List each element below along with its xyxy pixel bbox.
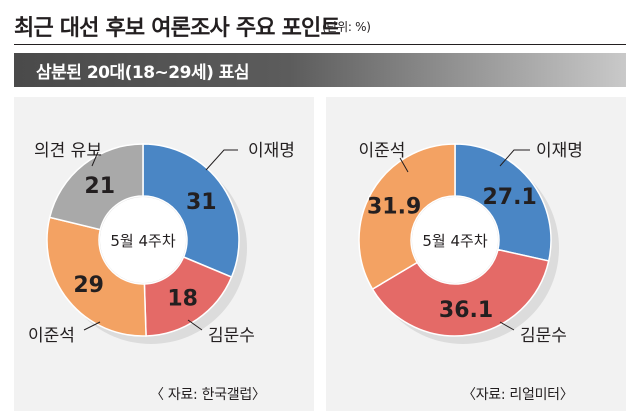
- title-divider: [14, 44, 626, 45]
- donut-slice: [454, 143, 552, 262]
- center-label: 5월 4주차: [422, 232, 487, 250]
- donut-slice: [371, 248, 550, 337]
- slice-value-label: 29: [73, 273, 104, 298]
- slice-value-label: 31: [186, 190, 217, 215]
- banner-text: 삼분된 20대(18~29세) 표심: [36, 63, 250, 83]
- callout-line: [187, 319, 203, 331]
- donut-hole: [412, 197, 498, 283]
- callout-line: [499, 149, 530, 167]
- donut-slice: [142, 143, 240, 279]
- callout-line: [83, 321, 101, 331]
- slice-value-label: 31.9: [367, 194, 421, 219]
- slice-name-label: 김문수: [208, 326, 255, 346]
- slice-name-label: 이재명: [248, 141, 295, 161]
- slice-value-label: 21: [84, 174, 115, 199]
- source-gallup: 〈 자료: 한국갤럽〉: [150, 387, 266, 403]
- callout-line: [499, 321, 515, 331]
- slice-value-label: 36.1: [439, 298, 493, 323]
- slice-value-label: 18: [167, 287, 198, 312]
- source-realmeter: 〈자료: 리얼미터〉: [462, 387, 574, 403]
- callout-line: [91, 151, 99, 167]
- center-label: 5월 4주차: [110, 232, 175, 250]
- slice-name-label: 의견 유보: [34, 141, 102, 161]
- page-title: 최근 대선 후보 여론조사 주요 포인트: [14, 16, 341, 41]
- donut-slice: [48, 143, 144, 231]
- section-banner: 삼분된 20대(18~29세) 표심: [14, 53, 626, 87]
- slice-name-label: 이준석: [28, 326, 75, 346]
- slice-name-label: 이재명: [536, 141, 583, 161]
- callout-line: [205, 149, 238, 171]
- donut-slice: [46, 216, 147, 337]
- donut-hole: [100, 197, 186, 283]
- slice-value-label: 27.1: [482, 185, 536, 210]
- unit-label: (단위: %): [322, 20, 371, 34]
- callout-line: [399, 157, 409, 173]
- slice-name-label: 이준석: [359, 141, 406, 161]
- donut-slice: [358, 143, 456, 291]
- slice-name-label: 김문수: [520, 326, 567, 346]
